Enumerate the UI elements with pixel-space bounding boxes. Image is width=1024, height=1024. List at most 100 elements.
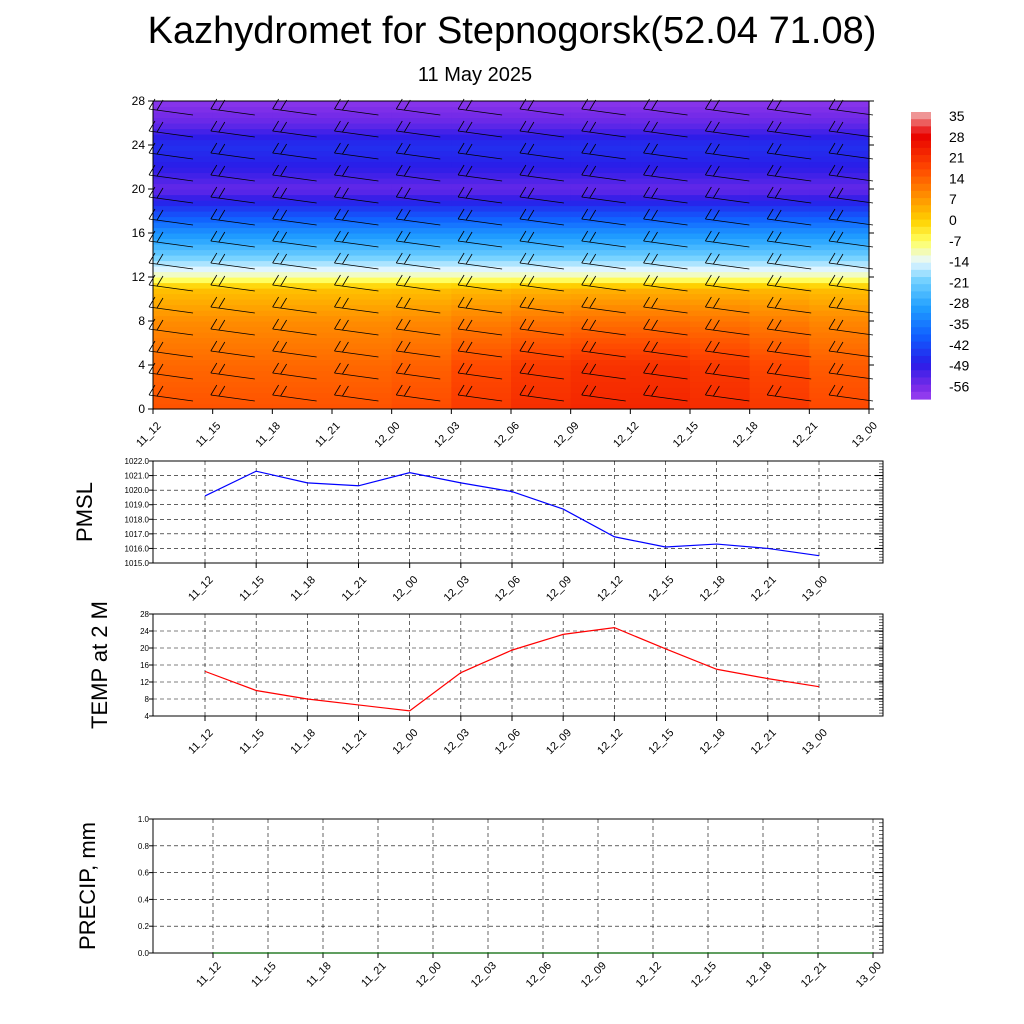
heatmap-cell [391,387,452,394]
wind-barb-flag [828,120,836,132]
wind-barb-flag [457,274,465,286]
colorbar-segment [911,255,931,264]
x-tick-label: 13_00 [854,960,884,990]
heatmap-cell [749,282,810,289]
heatmap-cell [153,101,214,108]
heatmap-cell [391,348,452,355]
heatmap-cell [690,200,751,207]
wind-barb-flag [403,165,411,177]
heatmap-cell [451,392,512,399]
heatmap-cell [630,244,691,251]
heatmap-cell [690,370,751,377]
x-tick-label: 12_18 [744,960,774,990]
heatmap-cell [690,211,751,218]
wind-barb-flag [465,385,473,397]
heatmap-cell [630,348,691,355]
heatmap-cell [212,211,273,218]
wind-barb [334,262,379,270]
x-tick-label: 12_12 [634,960,664,990]
wind-barb [272,262,317,270]
heatmap-cell [332,139,393,146]
heatmap-cell [272,288,333,295]
heatmap-cell [153,233,214,240]
wind-barb-flag [589,165,597,177]
wind-barb-flag [272,230,279,242]
wind-barb [210,196,255,204]
heatmap-cell [391,194,452,201]
wind-barb-flag [395,340,403,352]
heatmap-cell [749,183,810,190]
heatmap-cell [809,112,870,119]
heatmap-cell [749,194,810,201]
heatmap-cell [451,343,512,350]
wind-barb [705,218,750,226]
x-tick-label: 12_18 [697,727,727,757]
wind-barb-flag [651,143,658,155]
heatmap-cell [570,337,631,344]
heatmap-cell [332,332,393,339]
heatmap-cell [153,194,214,201]
wind-barb-flag [156,165,164,177]
wind-barb [767,108,812,116]
heatmap-cell [630,315,691,322]
wind-barb-flag [705,318,712,330]
y-tick-label: 12 [132,270,146,284]
heatmap-cell [690,139,751,146]
heatmap-cell [391,266,452,273]
wind-barb-flag [403,275,411,287]
heatmap-cell [451,321,512,328]
wind-barb [210,306,255,314]
wind-barb-flag [836,275,844,287]
heatmap-cell [570,271,631,278]
heatmap-cell [153,227,214,234]
heatmap-cell [332,112,393,119]
heatmap-cell [690,255,751,262]
heatmap-cell [809,365,870,372]
heatmap-cell [451,337,512,344]
heatmap-cell [153,337,214,344]
wind-barb-flag [395,142,403,154]
y-tick-label: 0.0 [138,949,150,958]
heatmap-cell [212,260,273,267]
x-tick-label: 12_21 [799,960,829,990]
heatmap-cell [809,128,870,135]
heatmap-cell [630,128,691,135]
heatmap-cell [511,249,572,256]
heatmap-cell [570,123,631,130]
heatmap-cell [212,299,273,306]
wind-barb-flag [334,208,341,220]
heatmap-cell [212,282,273,289]
wind-barb [148,108,194,116]
heatmap-cell [391,183,452,190]
heatmap-cell [630,387,691,394]
heatmap-cell [690,183,751,190]
heatmap-cell [690,381,751,388]
wind-barb-flag [651,121,658,133]
colorbar-segment [911,212,931,221]
heatmap-cell [690,365,751,372]
y-tick-label: 8 [138,314,145,328]
x-tick-label: 12_09 [579,960,609,990]
heatmap-cell [749,376,810,383]
wind-barb-flag [643,186,650,198]
heatmap-cell [809,326,870,333]
heatmap-cell [272,321,333,328]
wind-barb-flag [527,385,535,397]
heatmap-cell [332,128,393,135]
wind-barb-flag [519,296,527,308]
wind-barb [705,284,750,292]
heatmap-cell [212,145,273,152]
wind-barb [210,240,255,248]
wind-barb [767,240,812,248]
heatmap-cell [511,370,572,377]
wind-barb-flag [705,142,712,154]
wind-barb-flag [527,99,535,111]
heatmap-cell [451,123,512,130]
heatmap-cell [809,101,870,108]
wind-barb-flag [774,99,782,111]
colorbar-segment [911,348,931,357]
wind-barb-flag [457,318,465,330]
heatmap-cell [391,370,452,377]
heatmap-cell [749,112,810,119]
x-tick-label: 11_18 [288,574,318,604]
